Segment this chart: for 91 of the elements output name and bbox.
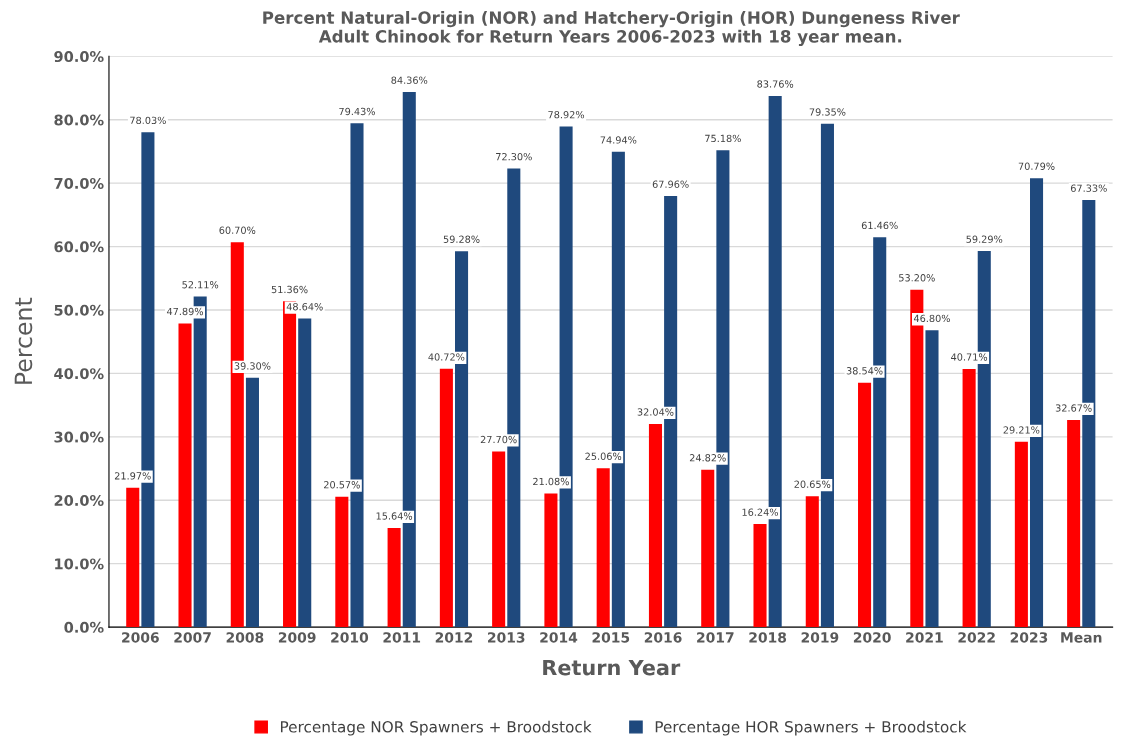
data-label: 47.89% bbox=[166, 307, 204, 316]
x-tick-label: 2015 bbox=[592, 632, 630, 643]
data-label: 32.04% bbox=[637, 408, 674, 416]
x-tick-label: 2014 bbox=[540, 632, 578, 643]
bar bbox=[439, 368, 453, 628]
data-label: 67.96% bbox=[652, 180, 689, 188]
y-tick-label: 80.0% bbox=[54, 114, 104, 126]
data-label: 21.97% bbox=[114, 472, 151, 480]
data-label: 84.36% bbox=[391, 76, 428, 84]
y-tick-label: 90.0% bbox=[54, 51, 104, 63]
y-tick-label: 20.0% bbox=[54, 494, 104, 506]
bar bbox=[648, 423, 662, 628]
bar bbox=[245, 377, 259, 628]
x-tick-label: 2009 bbox=[278, 632, 316, 643]
y-axis-title: Percent bbox=[14, 297, 33, 384]
x-tick-label: 2017 bbox=[697, 632, 734, 643]
data-label: 72.30% bbox=[496, 153, 532, 161]
y-tick-label: 60.0% bbox=[54, 241, 104, 253]
data-label: 53.20% bbox=[899, 274, 935, 282]
data-label: 51.36% bbox=[271, 285, 308, 294]
x-tick-label: 2011 bbox=[383, 632, 421, 643]
data-label: 20.57% bbox=[324, 481, 360, 489]
data-label: 74.94% bbox=[600, 136, 637, 144]
bar bbox=[753, 524, 767, 628]
bar bbox=[335, 496, 349, 628]
data-label: 32.67% bbox=[1055, 404, 1092, 412]
bar bbox=[858, 382, 872, 628]
x-tick-label: 2023 bbox=[1010, 632, 1048, 643]
data-label: 67.33% bbox=[1070, 184, 1107, 192]
bar bbox=[1067, 419, 1081, 628]
data-label: 29.21% bbox=[1003, 426, 1040, 434]
legend-label: Percentage HOR Spawners + Broodstock bbox=[655, 720, 967, 736]
x-tick-label: 2022 bbox=[958, 632, 995, 643]
x-axis-title: Return Year bbox=[543, 659, 681, 676]
bar bbox=[298, 318, 312, 628]
data-label: 79.35% bbox=[809, 108, 846, 116]
legend-label: Percentage NOR Spawners + Broodstock bbox=[280, 720, 592, 736]
bar bbox=[925, 330, 939, 628]
bar bbox=[596, 468, 610, 628]
data-label: 24.82% bbox=[689, 454, 726, 462]
bar bbox=[126, 487, 140, 628]
data-label: 21.08% bbox=[533, 477, 569, 486]
data-label: 78.03% bbox=[130, 116, 166, 125]
x-tick-label: 2010 bbox=[331, 632, 369, 643]
data-label: 60.70% bbox=[219, 226, 256, 234]
x-tick-label: 2018 bbox=[749, 632, 787, 643]
data-label: 39.30% bbox=[234, 362, 271, 370]
y-tick-label: 40.0% bbox=[54, 368, 104, 380]
bar bbox=[1014, 441, 1028, 628]
x-tick-label: 2012 bbox=[435, 632, 473, 643]
bar bbox=[544, 493, 558, 628]
y-tick-label: 50.0% bbox=[54, 304, 104, 316]
x-tick-label: 2013 bbox=[488, 632, 525, 643]
bar bbox=[178, 323, 192, 628]
bar bbox=[387, 527, 401, 628]
x-tick-label: 2006 bbox=[122, 632, 159, 643]
data-label: 15.64% bbox=[376, 512, 413, 520]
data-label: 52.11% bbox=[182, 281, 219, 289]
x-tick-label: 2008 bbox=[226, 632, 264, 643]
data-label: 83.76% bbox=[757, 80, 794, 88]
y-tick-label: 0.0% bbox=[64, 621, 104, 633]
data-label: 25.06% bbox=[585, 452, 622, 460]
data-label: 27.70% bbox=[480, 435, 517, 444]
x-tick-label: 2016 bbox=[644, 632, 682, 643]
y-tick-label: 30.0% bbox=[54, 431, 104, 443]
x-tick-label: 2021 bbox=[906, 632, 943, 643]
x-tick-label: 2007 bbox=[174, 632, 211, 643]
data-label: 40.71% bbox=[951, 353, 988, 361]
bar bbox=[701, 469, 715, 628]
data-label: 59.29% bbox=[966, 235, 1003, 243]
chart-title: Percent Natural-Origin (NOR) and Hatchery-Origin (HOR) Dungeness River Adult Chinook for Return Years 2006-2023 with 18 year mean. bbox=[263, 10, 960, 47]
x-tick-label: Mean bbox=[1061, 632, 1102, 643]
data-label: 70.79% bbox=[1018, 162, 1055, 170]
data-label: 61.46% bbox=[861, 221, 898, 230]
x-tick-label: 2020 bbox=[853, 632, 891, 643]
y-tick-label: 70.0% bbox=[54, 177, 104, 189]
bar bbox=[492, 451, 506, 628]
data-label: 46.80% bbox=[913, 314, 950, 323]
data-label: 79.43% bbox=[339, 107, 375, 116]
data-label: 48.64% bbox=[286, 303, 323, 311]
x-tick-label: 2019 bbox=[801, 632, 839, 643]
data-label: 40.72% bbox=[428, 353, 465, 361]
data-label: 16.24% bbox=[742, 508, 779, 516]
data-label: 78.92% bbox=[548, 111, 585, 119]
y-tick-label: 10.0% bbox=[55, 558, 104, 570]
bar bbox=[962, 368, 976, 628]
data-label: 38.54% bbox=[846, 367, 883, 375]
data-label: 75.18% bbox=[705, 134, 741, 143]
bar bbox=[805, 496, 819, 628]
data-label: 59.28% bbox=[443, 235, 480, 243]
data-label: 20.65% bbox=[794, 480, 831, 488]
